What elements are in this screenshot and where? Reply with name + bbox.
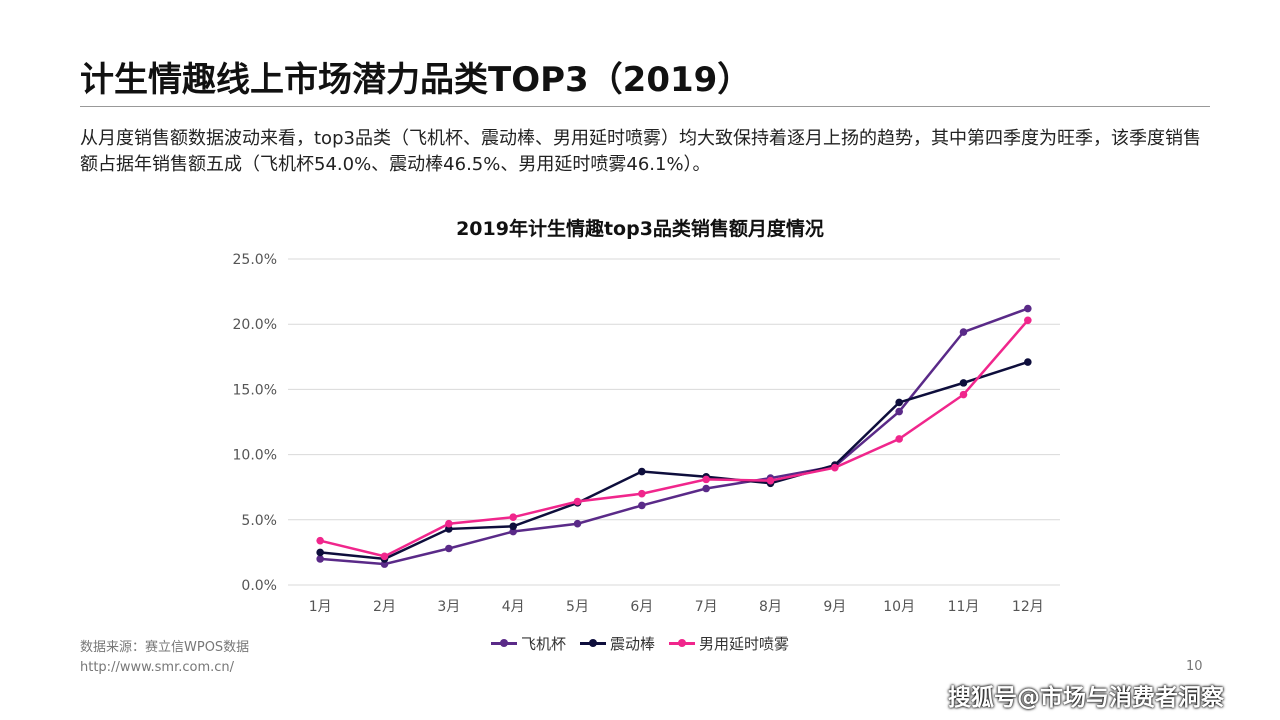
data-point [509,527,517,536]
x-tick-label: 5月 [566,599,589,615]
x-tick-label: 7月 [695,599,718,615]
data-point [1024,358,1032,366]
x-tick-label: 6月 [630,599,653,615]
x-tick-label: 11月 [948,599,980,615]
data-point [702,484,710,493]
title-divider [80,106,1210,107]
data-point [638,489,646,498]
legend-label: 男用延时喷雾 [699,635,790,653]
legend-label: 震动棒 [609,635,655,653]
legend-swatch [669,639,695,647]
watermark: 搜狐号@市场与消费者洞察 [948,685,1224,711]
x-tick-label: 9月 [823,599,846,615]
x-tick-label: 4月 [502,599,525,615]
data-point [445,525,453,533]
data-point [831,463,839,472]
data-point [573,519,582,528]
legend-item: 男用延时喷雾 [669,633,789,654]
chart-title: 2019年计生情趣top3品类销售额月度情况 [456,218,824,240]
data-point [638,467,646,476]
data-point [445,519,453,528]
data-point [509,522,517,531]
data-point [895,398,903,407]
data-point [638,501,646,510]
source-url: http://www.smr.com.cn/ [80,660,235,675]
data-point [895,407,903,416]
data-point [702,475,710,484]
data-point [380,560,389,568]
source-note: 数据来源：赛立信WPOS数据 [80,640,250,655]
legend-label: 飞机杯 [520,635,566,653]
data-point [1024,304,1032,313]
data-point [959,390,968,399]
data-point [509,513,517,521]
x-tick-label: 10月 [883,599,915,615]
data-point [1024,316,1032,325]
data-point [380,552,389,561]
data-point [445,544,453,553]
data-point [316,548,324,557]
x-tick-label: 12月 [1012,599,1044,615]
legend-swatch [579,639,606,647]
data-point [316,555,324,563]
description: 从月度销售额数据波动来看，top3品类（飞机杯、震动棒、男用延时喷雾）均大致保持… [80,128,1201,175]
data-point [766,476,775,485]
legend-item: 震动棒 [579,633,655,654]
y-tick-label: 15.0% [233,382,277,398]
series-line-0 [320,307,1029,566]
page-number: 10 [1186,659,1203,674]
series-line-2 [319,319,1029,558]
x-tick-label: 1月 [309,599,332,615]
y-tick-label: 5.0% [241,513,277,529]
data-point [959,328,968,336]
chart-legend: 飞机杯 震动棒 男用延时喷雾 [0,633,1280,654]
y-tick-label: 0.0% [241,578,277,594]
series-line-1 [320,360,1029,561]
y-tick-label: 10.0% [233,448,277,464]
page-title: 计生情趣线上市场潜力品类TOP3（2019） [80,60,752,100]
data-point [959,379,968,387]
data-point [895,435,903,443]
legend-item: 飞机杯 [490,633,566,654]
legend-swatch [490,639,517,647]
x-tick-label: 3月 [437,599,460,615]
data-point [573,497,582,506]
y-tick-label: 20.0% [233,317,277,333]
y-tick-label: 25.0% [233,252,277,268]
x-tick-label: 2月 [373,599,396,615]
data-point [316,536,324,545]
x-tick-label: 8月 [759,599,782,615]
